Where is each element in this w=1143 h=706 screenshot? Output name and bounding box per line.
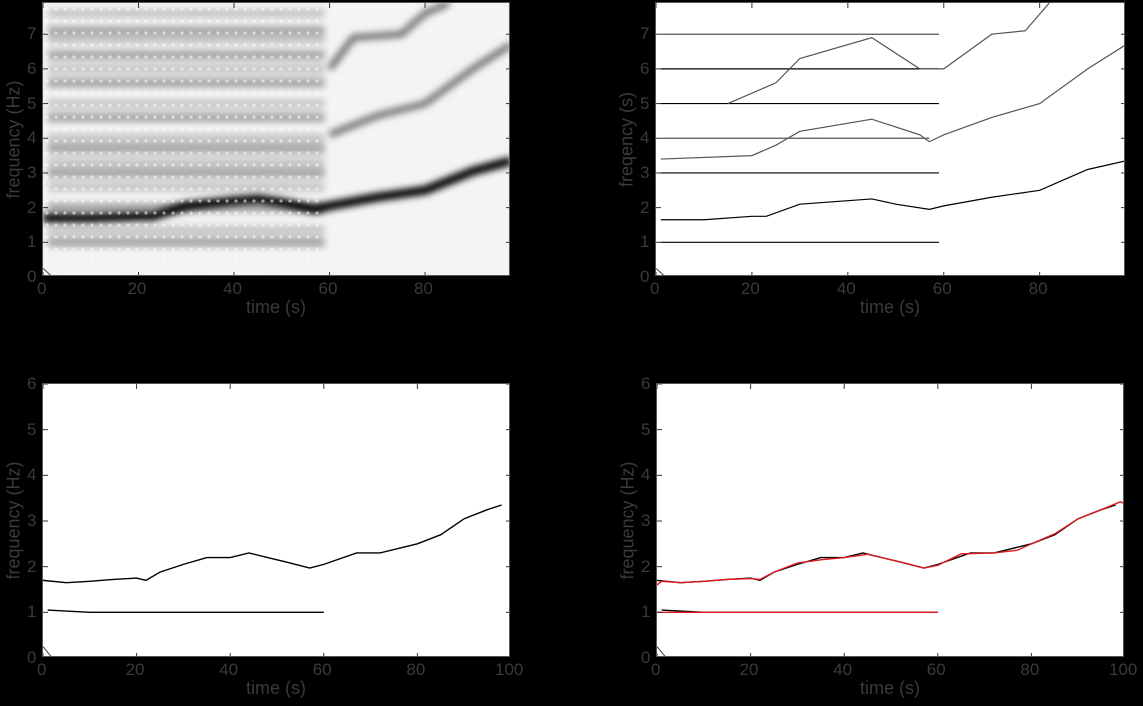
y-tick-label: 3	[27, 511, 37, 530]
y-tick-label: 1	[27, 232, 37, 252]
y-tick-label: 2	[641, 556, 651, 576]
x-tick-label: 0	[37, 279, 47, 298]
y-tick-label: 5	[27, 93, 37, 113]
y-tick-label: 7	[27, 24, 37, 44]
x-tick-label: 60	[932, 279, 952, 298]
y-tick-label: 2	[640, 197, 650, 217]
y-axis-label: frequency (Hz)	[3, 80, 24, 199]
x-tick-label: 60	[312, 660, 332, 679]
y-tick-label: 6	[640, 58, 650, 78]
y-tick-label: 6	[27, 58, 37, 78]
x-tick-label: 40	[219, 660, 239, 679]
x-tick-label: 80	[1028, 279, 1048, 298]
x-tick-label: 80	[406, 660, 426, 679]
x-tick-label: 0	[651, 660, 661, 679]
y-tick-label: 4	[27, 128, 37, 148]
y-tick-label: 3	[27, 162, 37, 182]
x-axis-label: time (s)	[246, 297, 306, 317]
x-tick-label: 80	[1020, 660, 1040, 679]
y-tick-label: 5	[640, 93, 650, 113]
x-tick-label: 0	[650, 279, 660, 298]
x-tick-label: 100	[495, 660, 524, 679]
y-tick-label: 6	[641, 374, 651, 393]
y-tick-label: 7	[640, 24, 650, 44]
x-tick-label: 100	[1109, 660, 1138, 679]
x-tick-label: 20	[740, 279, 760, 298]
y-tick-label: 6	[27, 374, 37, 393]
y-tick-label: 4	[641, 465, 651, 485]
x-tick-label: 20	[127, 279, 147, 298]
x-axis-label: time (s)	[860, 297, 920, 317]
x-tick-label: 60	[926, 660, 946, 679]
y-tick-label: 2	[27, 197, 37, 217]
y-tick-label: 0	[641, 648, 651, 667]
y-tick-label: 4	[27, 465, 37, 485]
y-tick-label: 1	[640, 232, 650, 252]
y-axis-label: freqency (s)	[616, 91, 637, 188]
x-axis-label: time (s)	[246, 678, 306, 698]
plot-area	[655, 2, 1125, 276]
y-tick-label: 2	[27, 556, 37, 576]
x-axis-label: time (s)	[860, 678, 920, 698]
y-tick-label: 3	[641, 511, 651, 530]
plot-area	[42, 2, 510, 276]
x-tick-label: 40	[223, 279, 242, 298]
x-tick-label: 40	[836, 279, 856, 298]
x-tick-label: 0	[37, 660, 47, 679]
y-tick-label: 0	[640, 267, 650, 286]
y-tick-label: 4	[640, 128, 650, 148]
y-tick-label: 5	[27, 419, 37, 439]
y-tick-label: 1	[641, 602, 651, 622]
plot-area	[656, 383, 1124, 657]
y-tick-label: 5	[641, 419, 651, 439]
y-tick-label: 3	[640, 162, 650, 182]
y-axis-label: frequency (Hz)	[3, 461, 24, 580]
y-tick-label: 0	[27, 267, 37, 286]
x-tick-label: 20	[739, 660, 759, 679]
x-tick-label: 80	[414, 279, 433, 298]
x-tick-label: 20	[125, 660, 145, 679]
y-axis-label: frequency (Hz)	[617, 461, 638, 580]
x-tick-label: 40	[833, 660, 853, 679]
y-tick-label: 1	[27, 602, 37, 622]
y-tick-label: 0	[27, 648, 37, 667]
x-tick-label: 60	[318, 279, 338, 298]
plot-area	[42, 383, 510, 657]
